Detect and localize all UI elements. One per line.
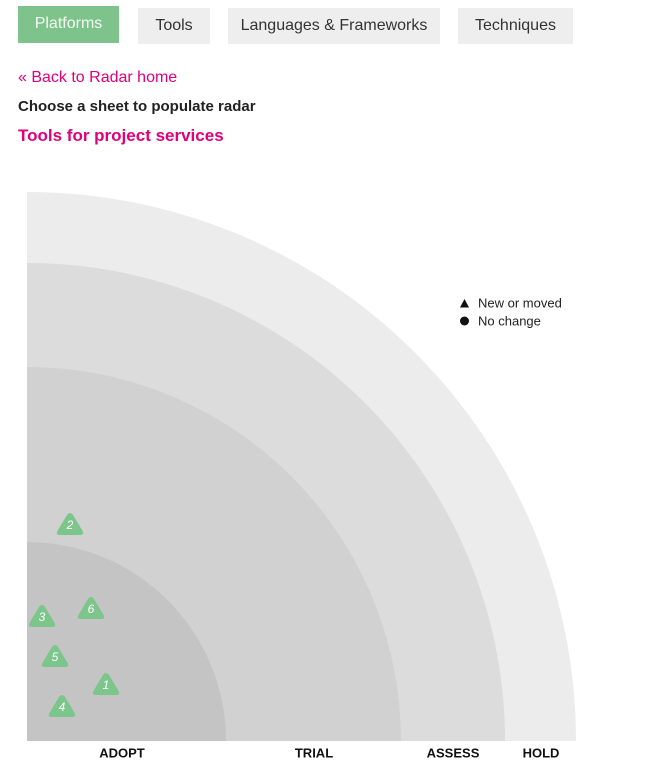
tab-techniques[interactable]: Techniques (458, 8, 573, 44)
blip-triangle-icon (41, 645, 69, 667)
blip-triangle-icon (56, 513, 84, 535)
legend-no-change: No change (478, 314, 541, 329)
back-to-radar-home-link[interactable]: « Back to Radar home (18, 69, 178, 86)
blip-1[interactable]: 1 (92, 673, 120, 695)
blip-5[interactable]: 5 (41, 645, 69, 667)
tab-tools[interactable]: Tools (138, 8, 210, 44)
blip-6[interactable]: 6 (77, 597, 105, 619)
legend-circle-icon (460, 316, 469, 326)
ring-adopt (27, 542, 226, 741)
blip-number: 6 (88, 602, 95, 616)
blip-triangle-icon (28, 605, 56, 627)
legend-new-or-moved: New or moved (478, 296, 562, 311)
legend-triangle-icon (460, 299, 469, 308)
blip-2[interactable]: 2 (56, 513, 84, 535)
ring-label-adopt: ADOPT (99, 746, 145, 761)
blips: 1 2 3 4 5 6 (28, 513, 120, 717)
blip-triangle-icon (77, 597, 105, 619)
instruction-text: Choose a sheet to populate radar (18, 98, 256, 115)
blip-triangle-icon (48, 695, 76, 717)
blip-triangle-icon (92, 673, 120, 695)
ring-label-trial: TRIAL (295, 746, 333, 761)
tab-languages-frameworks[interactable]: Languages & Frameworks (228, 8, 440, 44)
blip-number: 5 (52, 650, 59, 664)
tab-platforms[interactable]: Platforms (18, 6, 119, 43)
ring-label-hold: HOLD (523, 746, 560, 761)
ring-label-assess: ASSESS (427, 746, 480, 761)
blip-number: 1 (103, 678, 110, 692)
blip-number: 4 (59, 700, 66, 714)
blip-number: 3 (39, 610, 46, 624)
sheet-title: Tools for project services (18, 126, 224, 145)
legend: New or moved No change (460, 296, 562, 329)
blip-number: 2 (66, 518, 74, 532)
blip-4[interactable]: 4 (48, 695, 76, 717)
blip-3[interactable]: 3 (28, 605, 56, 627)
